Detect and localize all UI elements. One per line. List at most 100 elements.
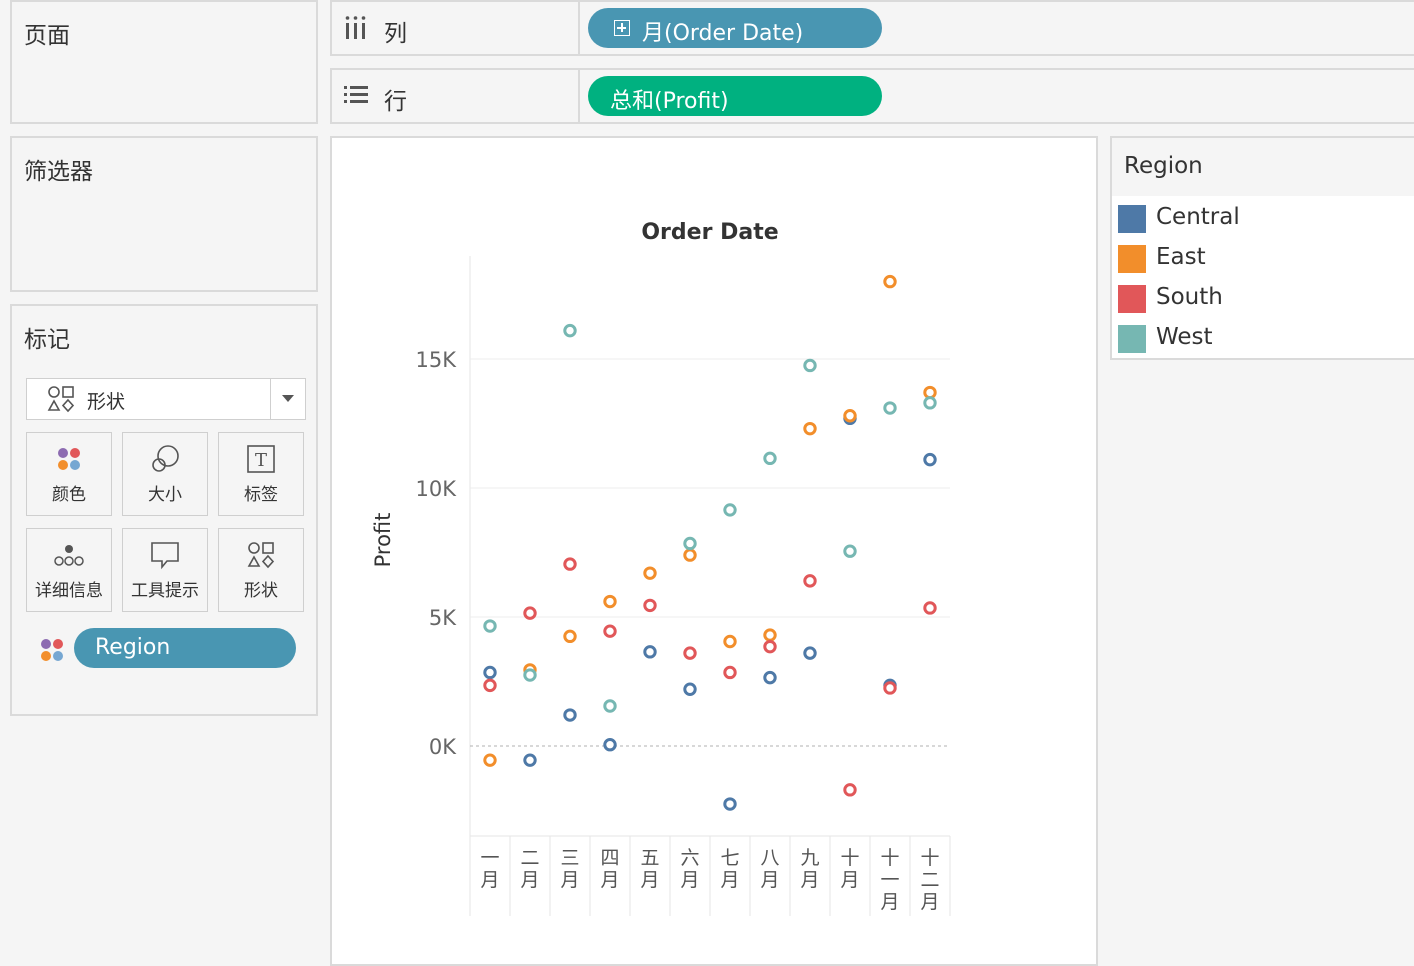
data-point-east[interactable] <box>563 629 577 644</box>
shape-button[interactable]: 形状 <box>218 528 304 612</box>
mark-type-select[interactable]: 形状 <box>26 378 306 420</box>
data-point-central[interactable] <box>723 797 737 811</box>
filters-card-title: 筛选器 <box>24 159 93 185</box>
region-color-pill[interactable]: Region <box>74 628 296 668</box>
x-tick-label: 四月 <box>600 847 619 891</box>
data-point-central[interactable] <box>683 682 697 696</box>
filters-card[interactable]: 筛选器 <box>10 136 318 292</box>
y-axis-label: Profit <box>371 513 395 568</box>
data-point-central[interactable] <box>643 645 657 659</box>
chart-title: Order Date <box>641 220 778 245</box>
data-point-west[interactable] <box>483 619 497 633</box>
data-point-east[interactable] <box>603 594 617 609</box>
columns-shelf-label-area: 列 <box>332 2 580 54</box>
data-point-east[interactable] <box>843 409 857 423</box>
data-point-east[interactable] <box>803 421 817 436</box>
data-point-west[interactable] <box>763 451 777 466</box>
chart-pane: 0K 5K 10K 15K 一月 二月 三月 四月 五月 六月 七月 八月 九月 十月 十一月 十二月 Ord… <box>330 136 1098 966</box>
rows-shelf[interactable]: 行 总和(Profit) <box>330 68 1414 124</box>
region-legend[interactable]: Region Central East South West <box>1110 136 1414 360</box>
data-point-east[interactable] <box>723 634 737 649</box>
data-point-south[interactable] <box>683 646 697 660</box>
legend-label-west: West <box>1156 324 1213 350</box>
data-point-central[interactable] <box>603 738 617 752</box>
data-point-central[interactable] <box>523 753 537 767</box>
data-point-south[interactable] <box>603 624 617 638</box>
x-tick-label: 七月 <box>720 847 739 891</box>
pages-card[interactable]: 页面 <box>10 0 318 124</box>
legend-swatch-central <box>1118 205 1146 233</box>
marks-card: 标记 形状 颜色 大小 T 标签 <box>10 304 318 716</box>
x-tick-label: 二月 <box>520 847 539 891</box>
data-point-central[interactable] <box>763 670 777 685</box>
tooltip-button-label: 工具提示 <box>131 581 199 601</box>
detail-dots-icon <box>54 545 84 566</box>
data-point-east[interactable] <box>483 753 497 767</box>
select-divider <box>269 379 271 419</box>
x-tick-label: 一月 <box>480 847 499 891</box>
region-pill-label: Region <box>95 635 171 660</box>
legend-label-south: South <box>1156 284 1223 310</box>
data-point-central[interactable] <box>803 646 817 660</box>
data-point-south[interactable] <box>723 665 737 680</box>
order-date-month-pill-label: 月(Order Date) <box>642 21 804 46</box>
expand-icon[interactable] <box>614 20 630 36</box>
data-point-south[interactable] <box>843 783 857 797</box>
legend-swatch-west <box>1118 325 1146 353</box>
legend-title: Region <box>1124 153 1203 179</box>
tooltip-icon <box>151 542 179 570</box>
size-button[interactable]: 大小 <box>122 432 208 516</box>
data-point-south[interactable] <box>643 598 657 613</box>
color-button[interactable]: 颜色 <box>26 432 112 516</box>
tooltip-button[interactable]: 工具提示 <box>122 528 208 612</box>
size-icon <box>152 445 179 472</box>
y-tick-label: 0K <box>429 735 457 759</box>
columns-icon <box>345 16 366 39</box>
data-point-west[interactable] <box>923 396 937 410</box>
data-point-west[interactable] <box>723 503 737 517</box>
data-point-west[interactable] <box>603 699 617 713</box>
data-point-west[interactable] <box>523 668 537 682</box>
data-point-east[interactable] <box>883 274 897 289</box>
data-point-west[interactable] <box>563 323 577 338</box>
y-tick-label: 15K <box>416 348 458 372</box>
mark-type-label: 形状 <box>87 391 126 413</box>
data-point-south[interactable] <box>883 681 897 695</box>
profit-sum-pill-label: 总和(Profit) <box>610 89 729 114</box>
data-point-central[interactable] <box>483 665 497 680</box>
label-button-label: 标签 <box>244 485 278 505</box>
x-tick-label: 十月 <box>840 847 859 891</box>
color-dots-icon <box>58 448 80 470</box>
legend-title-bar: Region <box>1112 138 1414 196</box>
color-button-label: 颜色 <box>52 485 86 505</box>
data-point-south[interactable] <box>763 639 777 654</box>
data-point-central[interactable] <box>563 708 577 722</box>
label-button[interactable]: T 标签 <box>218 432 304 516</box>
rows-shelf-label: 行 <box>384 89 407 115</box>
chevron-down-icon[interactable] <box>282 395 294 402</box>
pages-card-title: 页面 <box>24 23 70 49</box>
data-point-central[interactable] <box>923 452 937 467</box>
svg-text:T: T <box>255 450 267 471</box>
data-point-south[interactable] <box>483 678 497 693</box>
data-point-south[interactable] <box>923 601 937 615</box>
legend-label-central: Central <box>1156 204 1240 230</box>
data-point-east[interactable] <box>643 566 657 580</box>
data-point-west[interactable] <box>843 544 857 558</box>
profit-sum-pill[interactable]: 总和(Profit) <box>588 76 882 116</box>
x-tick-label: 九月 <box>800 847 819 891</box>
order-date-month-pill[interactable]: 月(Order Date) <box>588 8 882 48</box>
data-point-west[interactable] <box>803 358 817 373</box>
data-point-south[interactable] <box>523 606 537 620</box>
data-point-west[interactable] <box>683 536 697 551</box>
data-point-west[interactable] <box>883 401 897 415</box>
data-point-east[interactable] <box>683 548 697 562</box>
x-tick-label: 八月 <box>760 847 779 891</box>
data-point-south[interactable] <box>803 574 817 588</box>
data-point-east[interactable] <box>763 628 777 642</box>
detail-button[interactable]: 详细信息 <box>26 528 112 612</box>
rows-shelf-label-area: 行 <box>332 70 580 122</box>
data-point-south[interactable] <box>563 557 577 571</box>
columns-shelf[interactable]: 列 月(Order Date) <box>330 0 1414 56</box>
